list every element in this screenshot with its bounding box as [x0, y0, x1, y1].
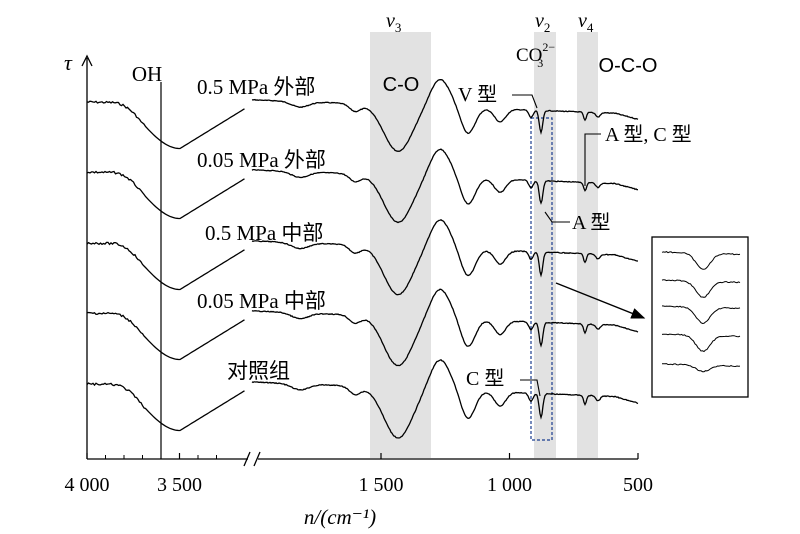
- x-tick-label-500: 500: [623, 474, 653, 496]
- band-v2-header: v2 CO2− 3: [516, 10, 555, 70]
- band-v4-header: v4 O-C-O: [578, 10, 657, 77]
- series-label-5: 对照组: [227, 359, 290, 383]
- band-v3-header: v3 C-O: [383, 10, 420, 96]
- band-shading: [370, 32, 598, 458]
- inset-pointer-arrow: [555, 282, 646, 319]
- inset-frame: [651, 236, 749, 398]
- v4-label: v4: [578, 10, 594, 35]
- x-tick-labels: 4 000 3 500 1 500 1 000 500: [65, 474, 654, 496]
- annotation-a-type-leader: [544, 211, 570, 223]
- annotation-ac-type: A 型, C 型: [605, 123, 692, 146]
- x-tick-label-3500: 3 500: [157, 474, 202, 496]
- inset-curve-2: [661, 279, 741, 298]
- series-label-4: 0.05 MPa 中部: [197, 289, 326, 313]
- band-v4: [577, 32, 598, 458]
- zoom-inset: [555, 236, 749, 398]
- band-v3: [370, 32, 431, 458]
- annotations: V 型 A 型, C 型 A 型 C 型: [458, 83, 692, 397]
- series-label-2: 0.05 MPa 外部: [197, 148, 326, 172]
- x-tick-label-1500: 1 500: [359, 474, 404, 496]
- band-v2: [534, 32, 556, 458]
- v4-group-label: O-C-O: [599, 55, 658, 77]
- annotation-c-type-leader: [520, 379, 541, 397]
- v3-group-label: C-O: [383, 74, 420, 96]
- y-axis-label: τ: [64, 50, 73, 75]
- inset-curves: [661, 251, 741, 373]
- annotation-ac-type-leader: [584, 133, 601, 186]
- y-axis-arrow: [81, 54, 93, 67]
- series-labels: 0.5 MPa 外部 0.05 MPa 外部 0.5 MPa 中部 0.05 M…: [197, 75, 326, 383]
- spectrum-line-1: [86, 79, 639, 152]
- series-label-1: 0.5 MPa 外部: [197, 75, 315, 99]
- annotation-v-type: V 型: [458, 83, 497, 106]
- v2-highlight-box: [530, 117, 553, 441]
- spectrum-line-2: [86, 148, 639, 224]
- v2-group-label: CO2− 3: [516, 40, 555, 70]
- x-axis-label: n/(cm⁻¹): [304, 505, 376, 529]
- oh-label: OH: [132, 62, 162, 86]
- x-tick-label-1000: 1 000: [487, 474, 532, 496]
- inset-curve-3: [661, 305, 741, 325]
- spectrum-line-3: [86, 219, 638, 296]
- inset-curve-1: [661, 251, 741, 270]
- x-tick-label-4000: 4 000: [65, 474, 110, 496]
- annotation-c-type: C 型: [466, 367, 504, 390]
- annotation-a-type: A 型: [572, 211, 610, 234]
- series-label-3: 0.5 MPa 中部: [205, 221, 323, 245]
- v2-label: v2: [535, 10, 550, 35]
- annotation-v-type-leader: [512, 94, 538, 109]
- inset-curve-5: [661, 363, 741, 373]
- axis-break-marks: [243, 451, 261, 467]
- spectrum-line-4: [86, 288, 639, 367]
- axes: 4 000 3 500 1 500 1 000 500: [65, 54, 654, 496]
- spectra: [86, 79, 639, 439]
- spectrum-line-5: [86, 359, 639, 439]
- inset-curve-4: [661, 333, 741, 353]
- v3-label: v3: [386, 10, 401, 35]
